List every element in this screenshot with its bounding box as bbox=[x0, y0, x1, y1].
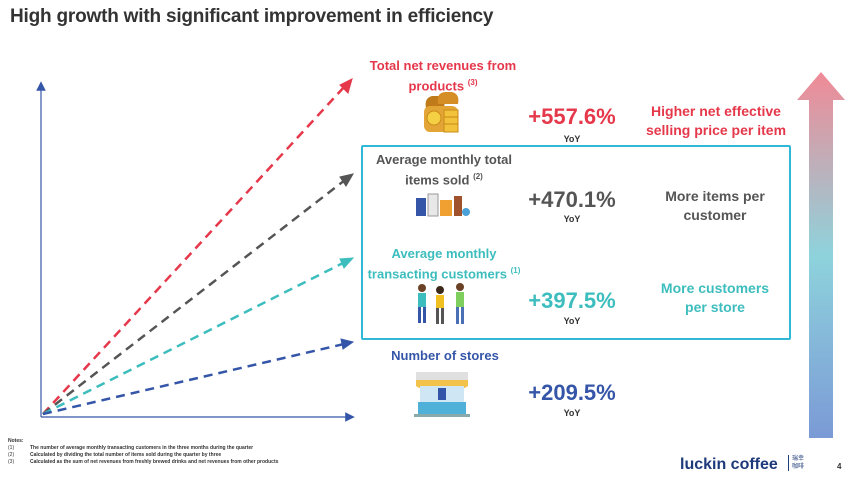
arrow-customers bbox=[42, 257, 355, 416]
label-revenues: Total net revenues from products (3) bbox=[369, 58, 517, 94]
pct-customers: +397.5% bbox=[528, 288, 616, 313]
brand-logo: luckin coffee bbox=[680, 456, 778, 473]
yoy-stores: YoY bbox=[563, 408, 581, 418]
brand-logo-cn: 瑞幸 咖啡 bbox=[788, 455, 804, 471]
yoy-customers: YoY bbox=[563, 316, 581, 326]
highlight-frame bbox=[361, 145, 791, 340]
store-icon bbox=[414, 372, 470, 417]
footnote-2: (2) Calculated by dividing the total numb… bbox=[8, 452, 222, 458]
arrow-stores bbox=[42, 338, 355, 416]
label-stores: Number of stores bbox=[391, 348, 499, 363]
yoy-revenues: YoY bbox=[563, 134, 581, 144]
footnote-3: (3) Calculated as the sum of net revenues… bbox=[8, 459, 279, 465]
money-bags-icon bbox=[424, 92, 459, 133]
label-items: Average monthly total items sold (2) bbox=[375, 152, 513, 188]
yoy-items: YoY bbox=[563, 214, 581, 224]
desc-customers: More customers per store bbox=[660, 280, 770, 315]
gradient-up-arrow bbox=[797, 72, 845, 438]
customers-icon bbox=[418, 283, 464, 324]
page-title: High growth with significant improvement… bbox=[10, 6, 494, 27]
pct-items: +470.1% bbox=[528, 187, 616, 212]
label-customers: Average monthly transacting customers (1… bbox=[367, 246, 521, 282]
desc-items: More items per customer bbox=[665, 188, 765, 223]
pct-stores: +209.5% bbox=[528, 380, 616, 405]
pct-revenues: +557.6% bbox=[528, 104, 616, 129]
footnote-1: (1) The number of average monthly transac… bbox=[8, 445, 254, 451]
footnotes: Notes: (1) The number of average monthly … bbox=[8, 438, 279, 465]
desc-revenues: Higher net effective selling price per i… bbox=[645, 103, 787, 138]
products-icon bbox=[416, 193, 470, 217]
arrow-revenues bbox=[42, 78, 353, 415]
arrow-items bbox=[42, 173, 355, 415]
page-number: 4 bbox=[837, 462, 842, 471]
